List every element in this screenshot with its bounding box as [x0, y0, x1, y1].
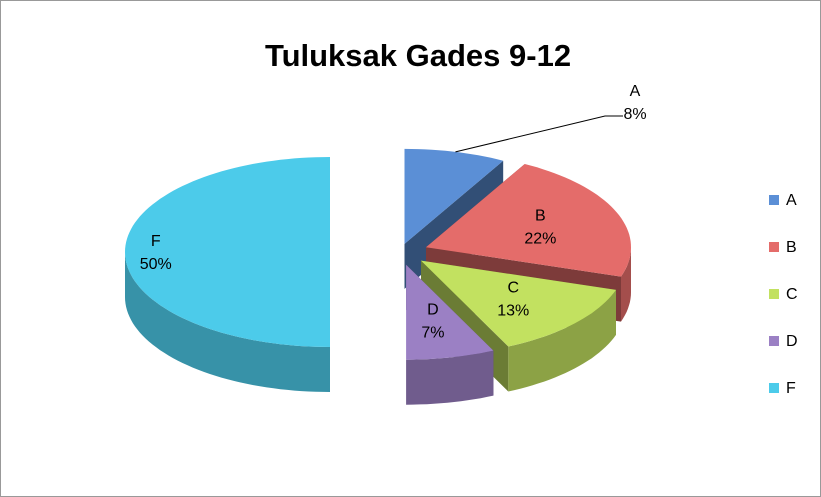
leader-line [455, 115, 623, 153]
chart-title: Tuluksak Gades 9-12 [265, 38, 571, 73]
slice-label-value: 22% [524, 230, 556, 247]
slice-label-value: 50% [140, 256, 172, 273]
slice [125, 157, 330, 392]
slice-label-value: 7% [421, 325, 444, 342]
slice-label-value: 13% [497, 302, 529, 319]
slice [125, 157, 330, 347]
slice [421, 260, 616, 347]
slice-label-name: A [630, 83, 641, 100]
legend-label: F [786, 380, 796, 397]
slice-side [125, 252, 330, 392]
slice-side [621, 247, 631, 322]
slice [406, 264, 494, 360]
slice [406, 264, 494, 405]
slice [426, 164, 631, 277]
slice-side [406, 350, 494, 405]
slice-label-value: 8% [623, 106, 646, 123]
slice-label-name: B [535, 207, 546, 224]
legend-swatch [769, 336, 779, 346]
legend-swatch [769, 242, 779, 252]
slice-label-name: F [151, 233, 161, 250]
slice-label-name: D [427, 302, 439, 319]
legend-swatch [769, 289, 779, 299]
legend-label: C [786, 286, 798, 303]
slice-label-name: C [507, 279, 519, 296]
slice-side [508, 289, 616, 392]
legend-swatch [769, 195, 779, 205]
slice [404, 148, 504, 244]
legend-swatch [769, 383, 779, 393]
legend-label: A [786, 192, 797, 209]
legend-label: B [786, 239, 797, 256]
legend-label: D [786, 333, 798, 350]
